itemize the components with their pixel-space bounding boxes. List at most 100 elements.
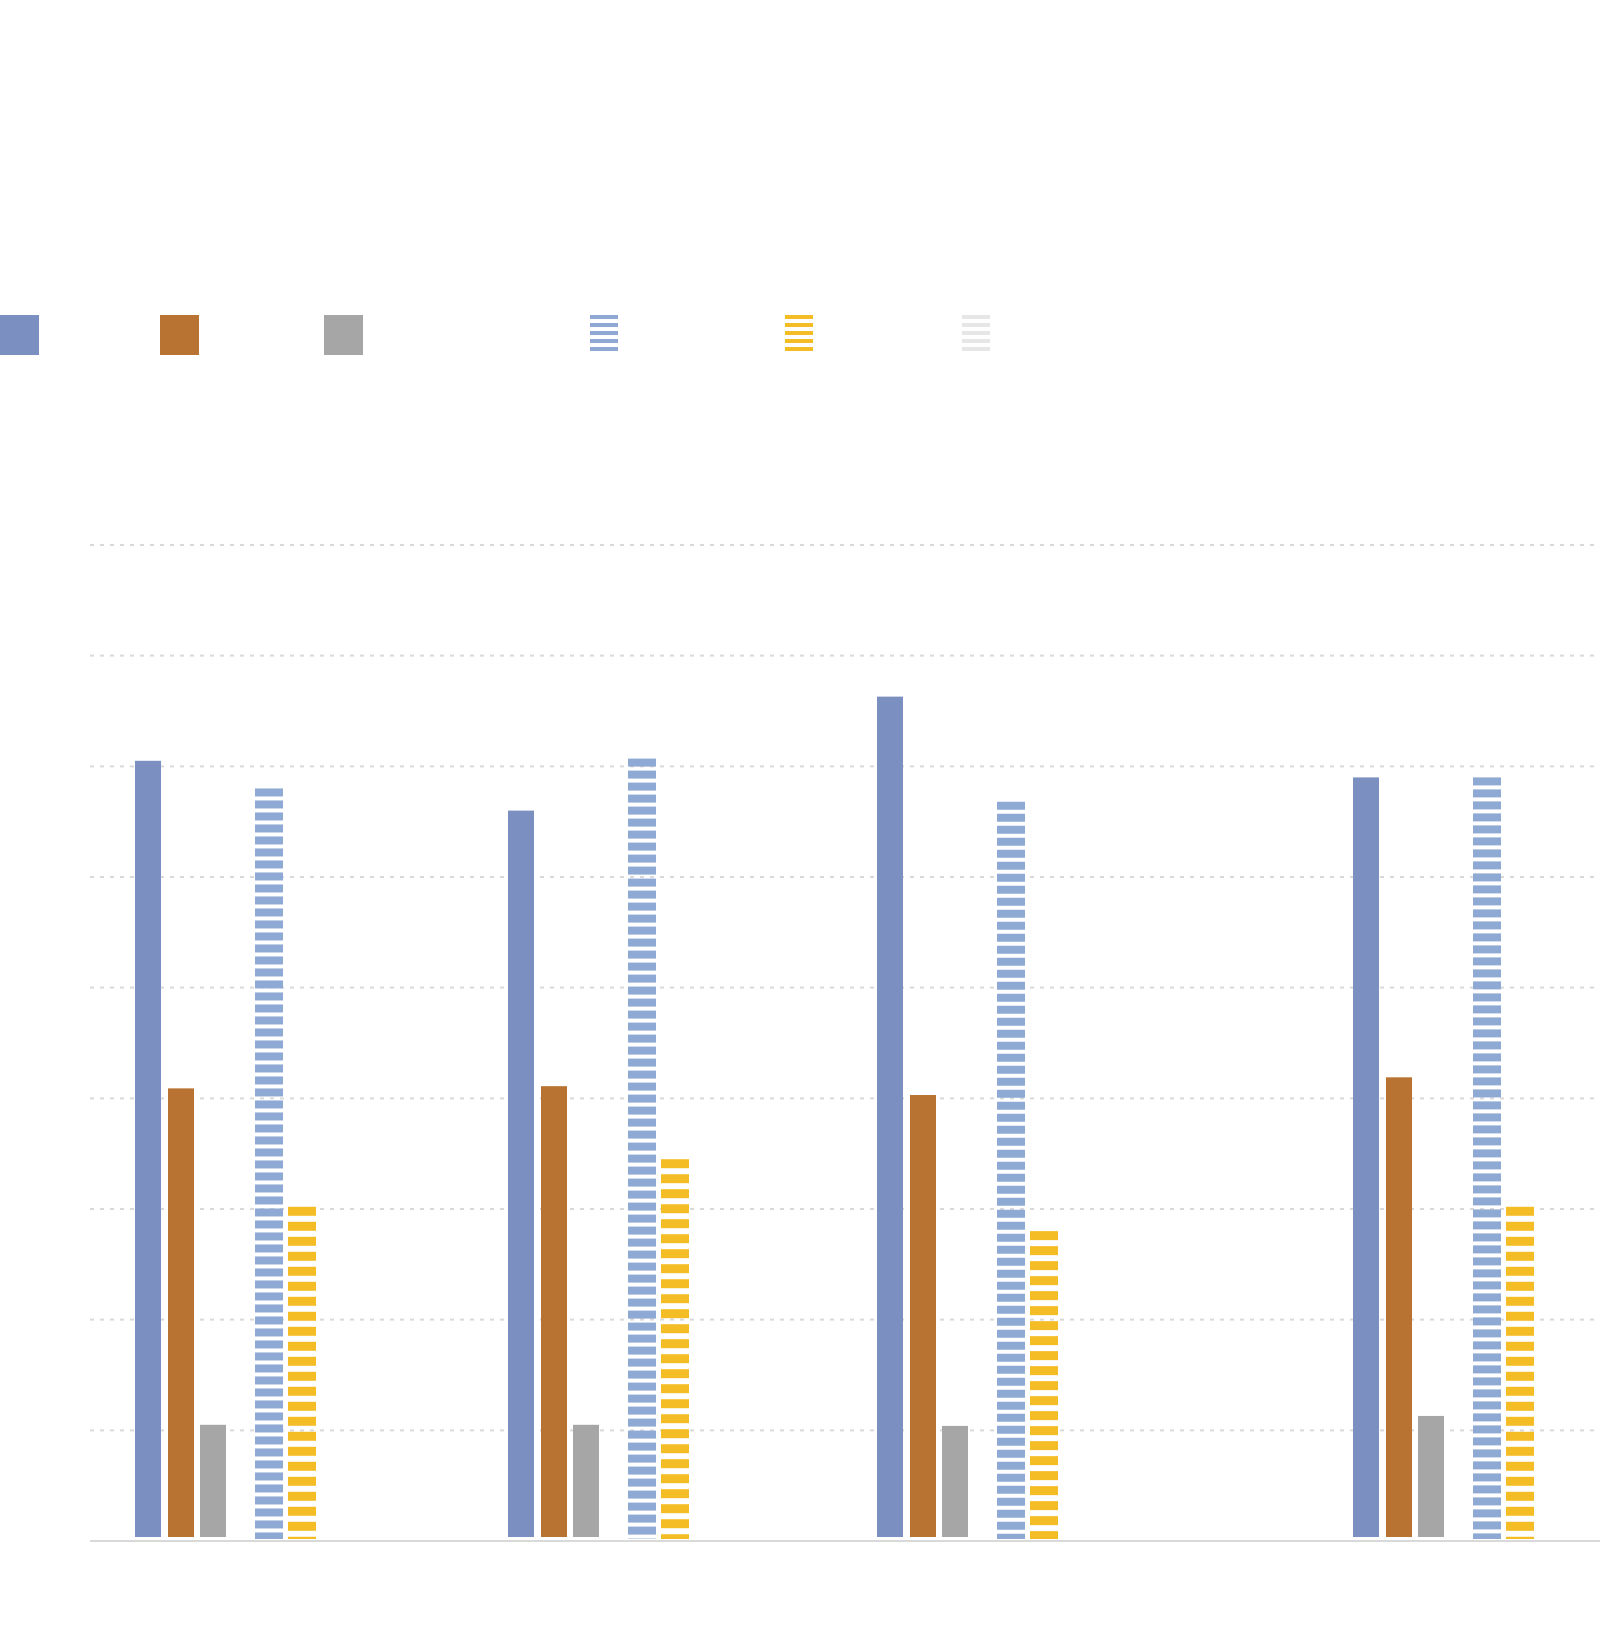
bar-stripe	[255, 836, 283, 845]
bar-stripe	[628, 1010, 656, 1019]
bar-stripe	[255, 1160, 283, 1169]
plot-area	[135, 696, 1534, 1539]
bar-stripe	[997, 1365, 1025, 1374]
bar-stripe	[255, 1292, 283, 1301]
bar-stripe	[628, 914, 656, 923]
bar-stripe	[997, 1149, 1025, 1158]
bar-stripe	[288, 1446, 316, 1456]
bar-stripe	[255, 1244, 283, 1253]
bar-stripe	[255, 824, 283, 833]
legend-stripe	[962, 315, 990, 319]
bar-stripe	[997, 1425, 1025, 1434]
bar-stripe	[1030, 1486, 1058, 1496]
bar-stripe	[997, 1497, 1025, 1506]
bar-stripe	[628, 1202, 656, 1211]
bar-stripe	[628, 1274, 656, 1283]
bar-stripe	[1030, 1396, 1058, 1406]
legend-stripe	[785, 347, 813, 351]
bar-stripe	[255, 788, 283, 797]
bar-stripe	[628, 1298, 656, 1307]
bar-stripe	[997, 1341, 1025, 1350]
bar-stripe	[1473, 1077, 1501, 1086]
bar-stripe	[997, 1473, 1025, 1482]
bar-stripe	[997, 825, 1025, 834]
bar-stripe	[628, 1082, 656, 1091]
bar-stripe	[1473, 1437, 1501, 1446]
bar-stripe	[661, 1414, 689, 1424]
bar-stripe	[1473, 1509, 1501, 1518]
bar-stripe	[1473, 813, 1501, 822]
bar-stripe	[1030, 1456, 1058, 1466]
bar-stripe	[1030, 1366, 1058, 1376]
bar-stripe	[255, 1424, 283, 1433]
bar-stripe	[1473, 777, 1501, 786]
bar-stripe	[1506, 1401, 1534, 1411]
bar-stripe	[628, 1238, 656, 1247]
bar-stripe	[997, 1413, 1025, 1422]
bar-stripe	[1030, 1471, 1058, 1481]
bar-stripe	[1506, 1491, 1534, 1501]
bar-stripe	[997, 1245, 1025, 1254]
bar-stripe	[1030, 1336, 1058, 1346]
bar-stripe	[1473, 1161, 1501, 1170]
bar-stripe	[1473, 1125, 1501, 1134]
bar-stripe	[1473, 1257, 1501, 1266]
bar-stripe	[997, 897, 1025, 906]
bar-stripe	[628, 1466, 656, 1475]
bar-stripe	[255, 920, 283, 929]
bar-stripe	[1473, 1449, 1501, 1458]
bar-s4-3	[1473, 777, 1501, 1539]
bar-s2-3	[1386, 1077, 1412, 1537]
bar-s4-1	[628, 758, 656, 1539]
bar-s1-0	[135, 760, 161, 1537]
bar-stripe	[288, 1521, 316, 1531]
bar-stripe	[628, 1322, 656, 1331]
bar-stripe	[1473, 789, 1501, 798]
bar-stripe	[997, 801, 1025, 810]
bar-stripe	[628, 938, 656, 947]
bar-stripe	[997, 969, 1025, 978]
bar-stripe	[661, 1249, 689, 1259]
bar-stripe	[628, 1430, 656, 1439]
bar-stripe	[661, 1219, 689, 1229]
bar-stripe	[628, 818, 656, 827]
bar-stripe	[255, 1412, 283, 1421]
bar-stripe	[1506, 1356, 1534, 1366]
bar-stripe	[1473, 861, 1501, 870]
bar-stripe	[997, 837, 1025, 846]
bar-stripe	[628, 974, 656, 983]
bar-stripe	[255, 1472, 283, 1481]
bar-stripe	[1473, 1353, 1501, 1362]
bar-stripe	[628, 1406, 656, 1415]
bar-stripe	[1473, 1053, 1501, 1062]
bar-stripe	[255, 1352, 283, 1361]
bar-stripe	[255, 1028, 283, 1037]
bar-stripe	[1506, 1326, 1534, 1336]
legend-swatch-s1	[0, 315, 39, 355]
bar-stripe	[628, 950, 656, 959]
bar-stripe	[1030, 1441, 1058, 1451]
bar-stripe	[1473, 1425, 1501, 1434]
bar-stripe	[255, 1256, 283, 1265]
bar-stripe	[628, 842, 656, 851]
legend-stripe	[785, 315, 813, 319]
bar-stripe	[1473, 1341, 1501, 1350]
bar-stripe	[997, 849, 1025, 858]
bar-stripe	[1030, 1231, 1058, 1241]
bar-stripe	[255, 956, 283, 965]
bar-stripe	[1506, 1296, 1534, 1306]
bar-stripe	[628, 1418, 656, 1427]
bar-stripe	[661, 1459, 689, 1469]
bar-stripe	[288, 1431, 316, 1441]
bar-stripe	[997, 1161, 1025, 1170]
bar-s5-2	[1030, 1231, 1058, 1539]
legend-stripe	[785, 339, 813, 343]
bar-stripe	[997, 1017, 1025, 1026]
bar-stripe	[1506, 1416, 1534, 1426]
legend-stripe	[785, 331, 813, 335]
bar-stripe	[628, 1442, 656, 1451]
bar-stripe	[628, 1526, 656, 1535]
bar-stripe	[997, 1197, 1025, 1206]
bar-stripe	[1030, 1261, 1058, 1271]
bar-stripe	[1506, 1431, 1534, 1441]
